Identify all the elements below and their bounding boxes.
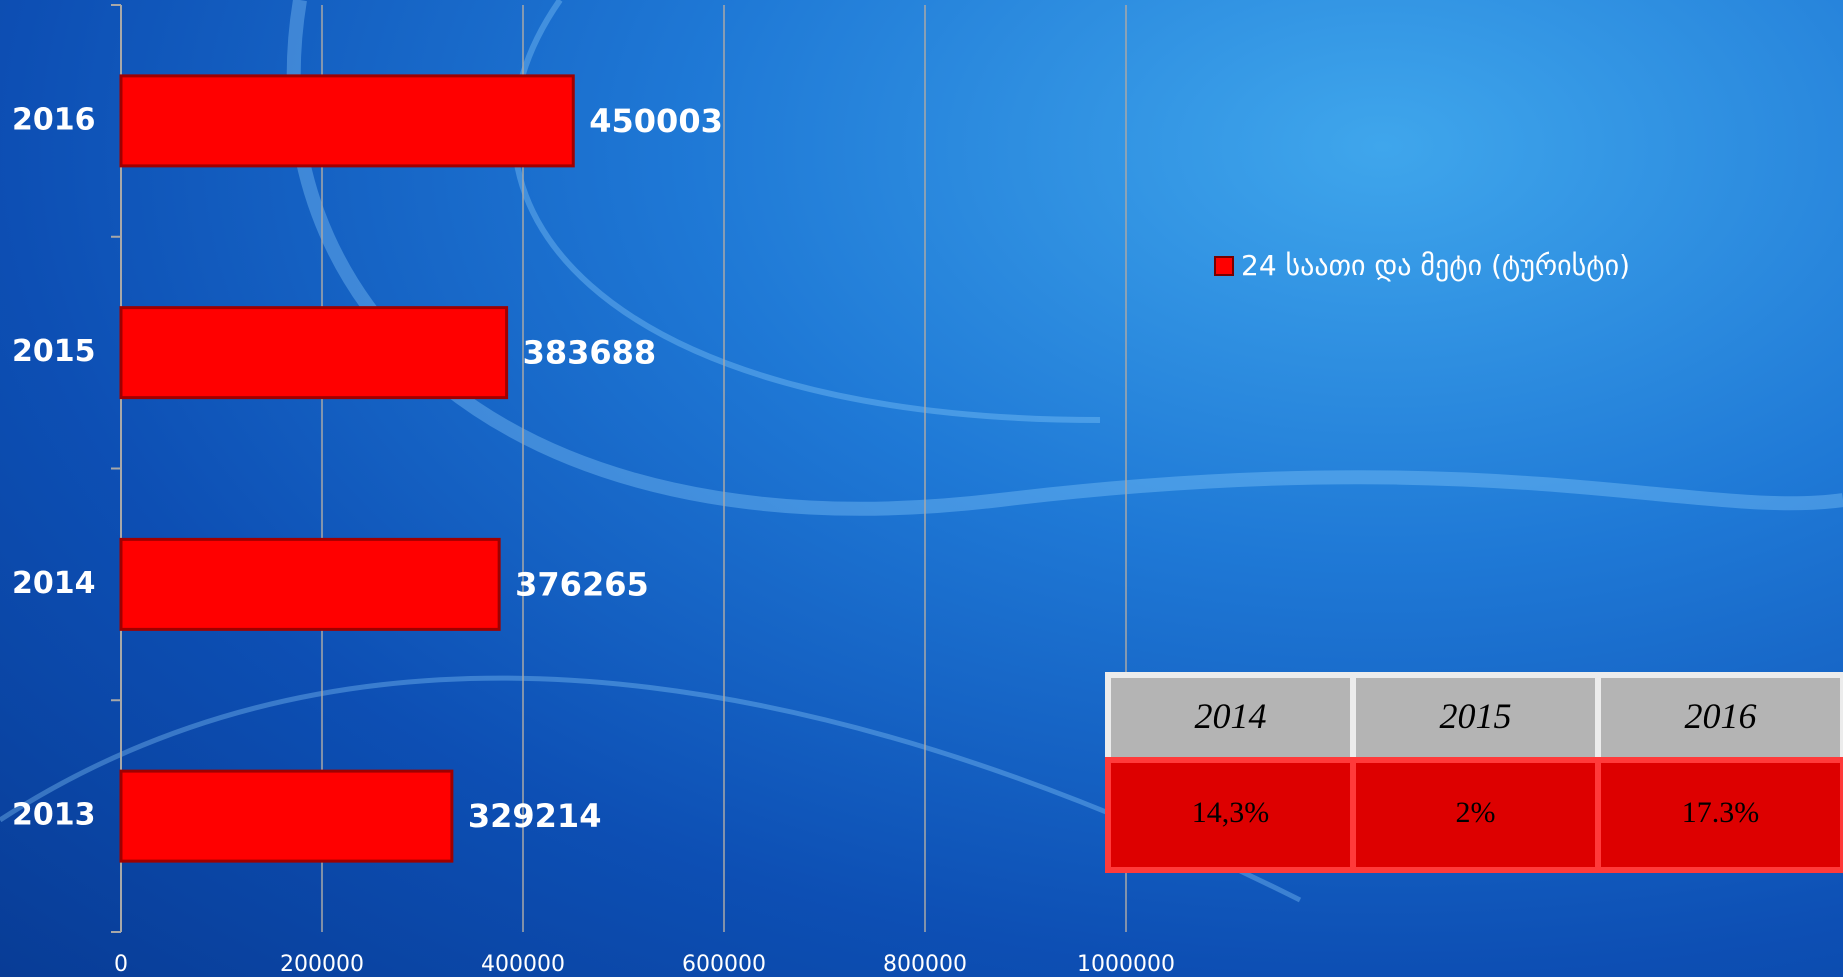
table-header-text: 2015 (1440, 696, 1512, 736)
legend-swatch (1214, 256, 1234, 276)
y-tick-label: 2014 (12, 566, 96, 601)
bar (119, 537, 501, 631)
table-cell (1350, 757, 1601, 873)
x-tick-label: 600000 (682, 952, 766, 977)
bar (119, 306, 509, 400)
data-label: 376265 (515, 565, 649, 603)
legend-label: 24 საათი და მეტი (ტურისტი) (1241, 249, 1630, 282)
x-tick-label: 400000 (481, 952, 565, 977)
y-tick-label: 2015 (12, 334, 96, 369)
bar (119, 74, 575, 168)
data-label: 383688 (523, 334, 657, 372)
y-tick-label: 2016 (12, 102, 96, 137)
data-label: 329214 (468, 797, 602, 835)
bar (119, 769, 454, 863)
table-cell-text: 17.3% (1682, 796, 1760, 829)
table-header-cell (1595, 672, 1843, 763)
x-tick-label: 200000 (280, 952, 364, 977)
x-tick-label: 1000000 (1077, 952, 1175, 977)
table-cell (1595, 757, 1843, 873)
x-tick-label: 800000 (883, 952, 967, 977)
data-label: 450003 (589, 102, 723, 140)
table-cell-text: 14,3% (1192, 796, 1270, 829)
table-header-text: 2016 (1685, 696, 1757, 736)
table-cell-text: 2% (1456, 796, 1496, 829)
y-tick-label: 2013 (12, 798, 96, 833)
table-header-text: 2014 (1195, 696, 1267, 736)
x-tick-label: 0 (114, 952, 128, 977)
